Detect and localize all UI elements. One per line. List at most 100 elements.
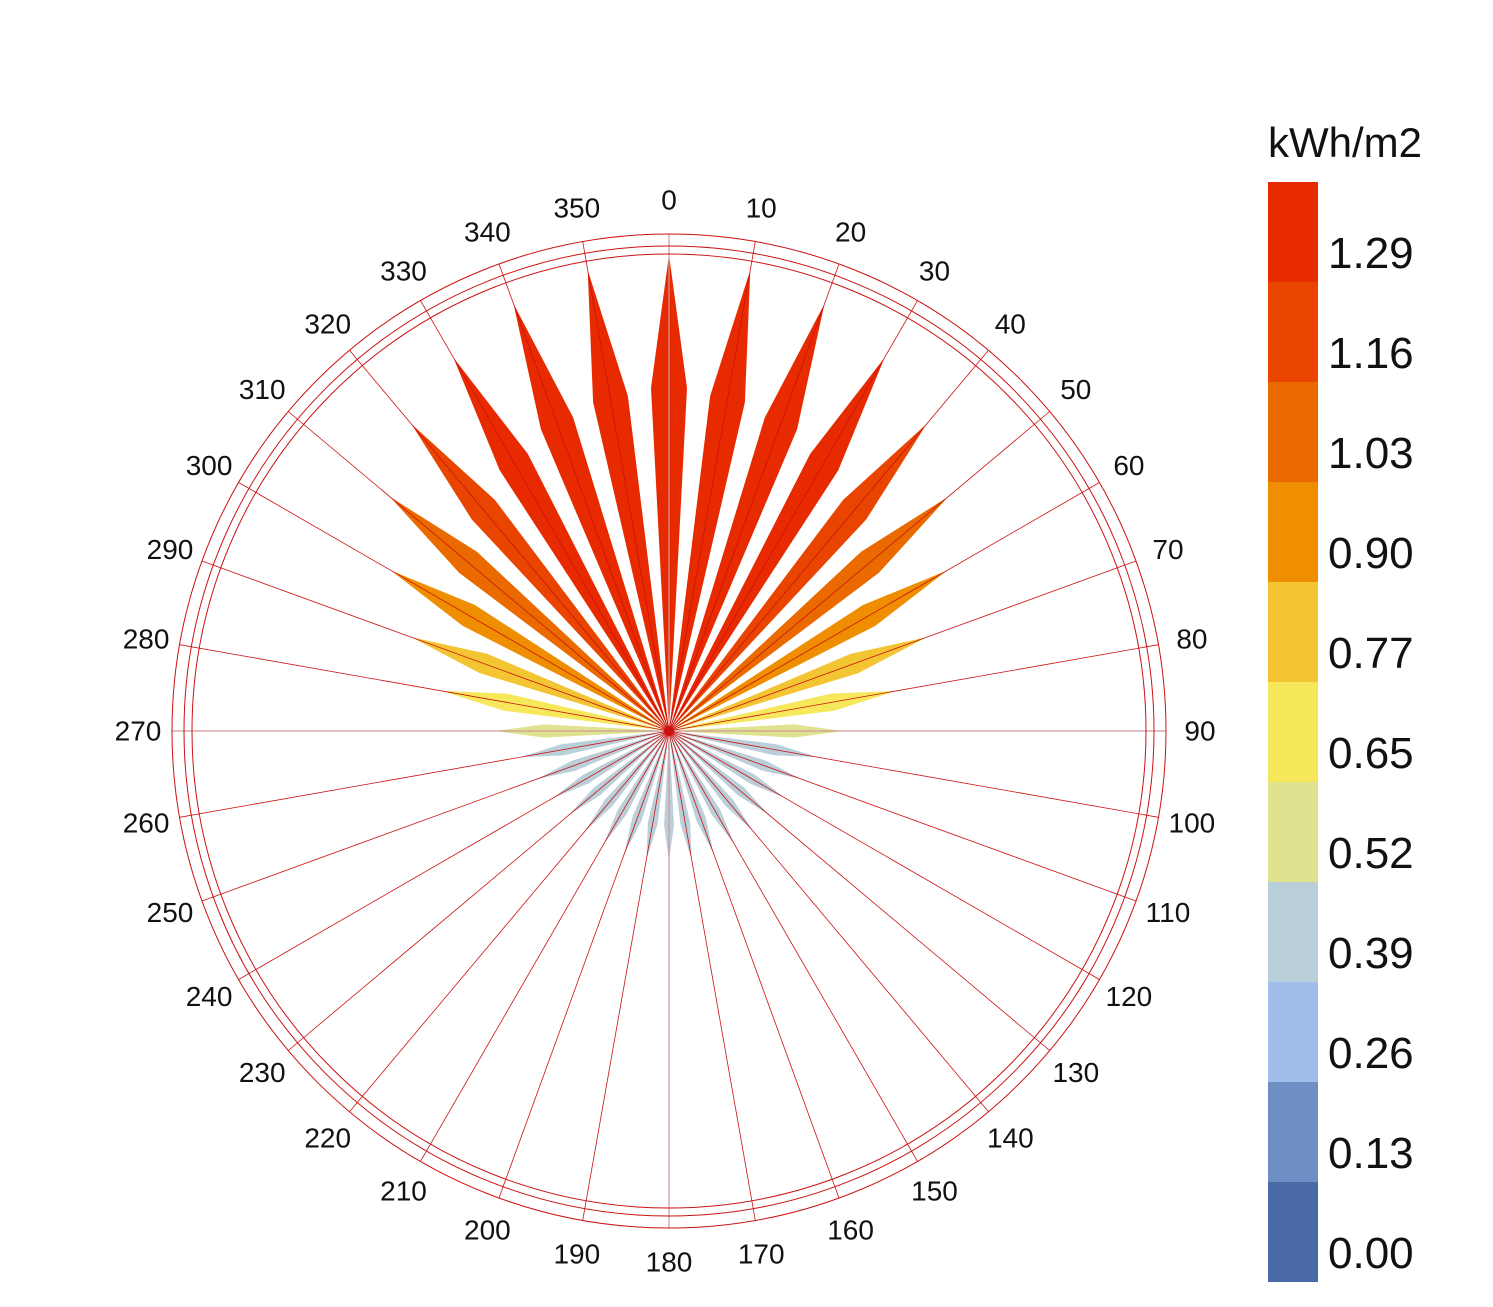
angle-tick-220: 220: [304, 1122, 351, 1153]
angle-tick-50: 50: [1060, 374, 1091, 405]
legend-band-6: [1268, 582, 1318, 682]
angle-tick-200: 200: [464, 1215, 511, 1246]
angle-tick-10: 10: [746, 193, 777, 224]
angle-tick-310: 310: [239, 374, 286, 405]
angle-tick-230: 230: [239, 1057, 286, 1088]
spoke-300: [238, 482, 670, 732]
spoke-20: [668, 263, 840, 732]
spoke-120: [668, 730, 1100, 980]
legend-band-9: [1268, 282, 1318, 382]
spoke-10: [668, 241, 756, 732]
angle-tick-170: 170: [738, 1238, 785, 1269]
angle-tick-110: 110: [1146, 897, 1191, 928]
spoke-30: [668, 300, 918, 732]
spoke-240: [238, 730, 670, 980]
legend-label-10: 1.29: [1328, 229, 1414, 278]
angle-tick-labels: 0 10 20 30 40 50 60 70 80 90 100 110 120 130 140 150 160…: [115, 185, 1216, 1278]
spoke-210: [420, 730, 670, 1162]
angle-tick-60: 60: [1113, 450, 1144, 481]
legend-band-1: [1268, 1082, 1318, 1182]
legend-label-7: 0.90: [1328, 529, 1414, 578]
spoke-70: [668, 560, 1137, 732]
angle-tick-300: 300: [186, 450, 233, 481]
angle-tick-240: 240: [186, 981, 233, 1012]
legend-band-4: [1268, 782, 1318, 882]
spoke-310: [288, 411, 670, 732]
legend-label-1: 0.13: [1328, 1129, 1414, 1178]
spoke-170: [668, 730, 756, 1221]
legend-label-9: 1.16: [1328, 329, 1414, 378]
legend-band-2: [1268, 982, 1318, 1082]
spoke-150: [668, 730, 918, 1162]
spoke-340: [498, 263, 670, 732]
angle-tick-250: 250: [147, 897, 194, 928]
spoke-230: [288, 730, 670, 1051]
angle-tick-20: 20: [835, 217, 866, 248]
legend-label-5: 0.65: [1328, 729, 1414, 778]
spoke-140: [668, 730, 989, 1112]
legend-band-0: [1268, 1182, 1318, 1282]
angle-tick-150: 150: [911, 1175, 958, 1206]
spoke-320: [349, 350, 670, 732]
angle-tick-180: 180: [646, 1247, 693, 1278]
legend-label-0: 0.00: [1328, 1229, 1414, 1278]
spoke-110: [668, 730, 1137, 902]
legend-label-8: 1.03: [1328, 429, 1414, 478]
angle-tick-280: 280: [123, 623, 170, 654]
legend-band-8: [1268, 382, 1318, 482]
angle-tick-40: 40: [995, 309, 1026, 340]
angle-tick-320: 320: [304, 309, 351, 340]
angle-tick-80: 80: [1176, 623, 1207, 654]
angle-tick-260: 260: [123, 808, 170, 839]
legend-band-10: [1268, 182, 1318, 282]
legend-band-5: [1268, 682, 1318, 782]
spoke-260: [179, 730, 670, 818]
angle-tick-120: 120: [1106, 981, 1153, 1012]
angle-tick-90: 90: [1184, 716, 1215, 747]
spoke-250: [201, 730, 670, 902]
spoke-200: [498, 730, 670, 1199]
angle-tick-190: 190: [553, 1238, 600, 1269]
angle-tick-160: 160: [827, 1215, 874, 1246]
spoke-280: [179, 644, 670, 732]
legend-label-4: 0.52: [1328, 829, 1414, 878]
angle-tick-130: 130: [1052, 1057, 1099, 1088]
angle-tick-210: 210: [380, 1175, 427, 1206]
center-marker: [664, 726, 674, 736]
angle-tick-140: 140: [987, 1122, 1034, 1153]
spoke-50: [668, 411, 1050, 732]
spoke-220: [349, 730, 670, 1112]
grid-ring-1: [191, 253, 1147, 1209]
polar-grid: [171, 233, 1167, 1229]
legend-color-bar: [1268, 182, 1318, 1282]
angle-tick-350: 350: [553, 193, 600, 224]
spoke-130: [668, 730, 1050, 1051]
angle-tick-330: 330: [380, 256, 427, 287]
spoke-160: [668, 730, 840, 1199]
spoke-40: [668, 350, 989, 732]
legend-label-3: 0.39: [1328, 929, 1414, 978]
spoke-80: [668, 644, 1159, 732]
legend-title: kWh/m2: [1268, 119, 1422, 166]
grid-ring-2: [183, 245, 1155, 1217]
legend-labels: 0.00 0.13 0.26 0.39 0.52 0.65 0.77 0.90 1.03 1.16…: [1328, 229, 1414, 1278]
spoke-190: [582, 730, 670, 1221]
legend-band-3: [1268, 882, 1318, 982]
legend-label-6: 0.77: [1328, 629, 1414, 678]
angle-tick-340: 340: [464, 217, 511, 248]
spoke-350: [582, 241, 670, 732]
color-legend: kWh/m2 0.00 0.13 0.26 0.39 0.52 0.65 0.77 0.90 1…: [1268, 119, 1422, 1282]
grid-ring-3: [171, 233, 1167, 1229]
legend-label-2: 0.26: [1328, 1029, 1414, 1078]
angle-tick-30: 30: [919, 256, 950, 287]
legend-band-7: [1268, 482, 1318, 582]
angle-tick-290: 290: [147, 534, 194, 565]
spoke-290: [201, 560, 670, 732]
spoke-100: [668, 730, 1159, 818]
angle-tick-0: 0: [661, 185, 677, 216]
angle-tick-270: 270: [115, 716, 162, 747]
spoke-60: [668, 482, 1100, 732]
angle-tick-70: 70: [1152, 534, 1183, 565]
spoke-330: [420, 300, 670, 732]
